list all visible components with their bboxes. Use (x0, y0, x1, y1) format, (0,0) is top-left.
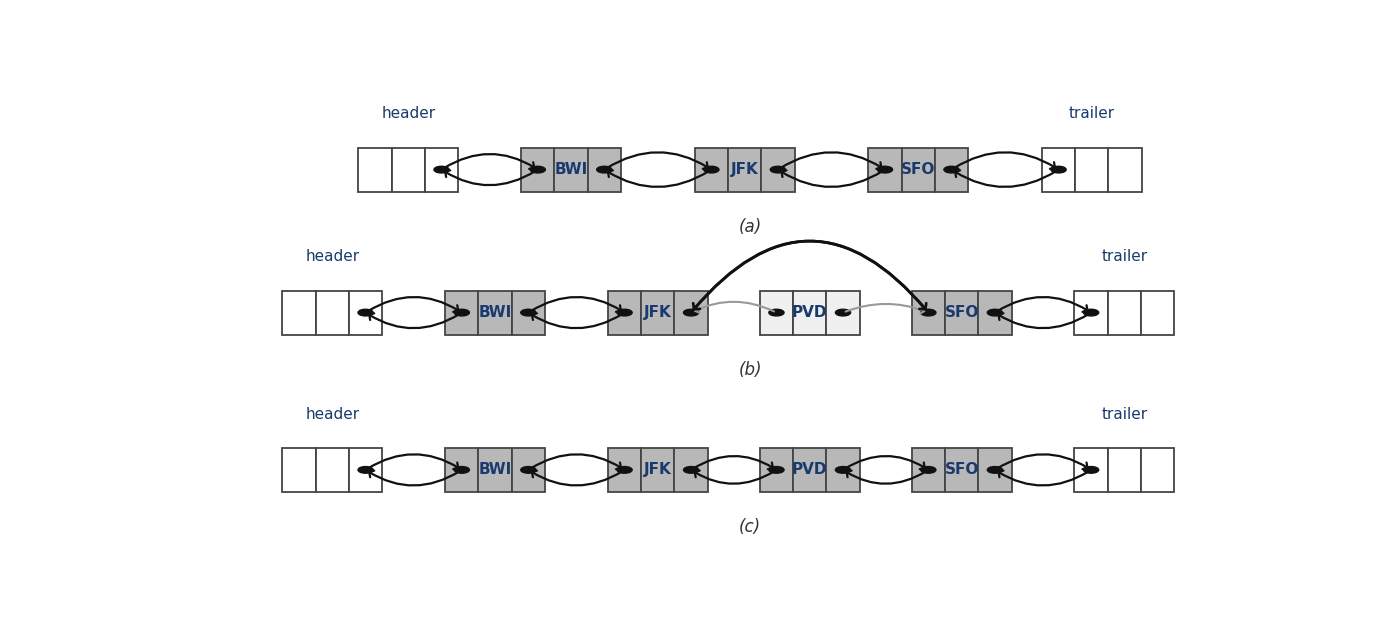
Bar (349, 448, 382, 492)
Circle shape (617, 467, 633, 473)
Text: PVD: PVD (792, 462, 827, 477)
Circle shape (770, 167, 785, 173)
Circle shape (596, 167, 612, 173)
Bar (945, 448, 979, 492)
Bar (349, 291, 382, 334)
Text: trailer: trailer (1102, 249, 1148, 264)
Bar (1141, 291, 1175, 334)
Text: (a): (a) (738, 218, 762, 236)
Bar (512, 291, 545, 334)
Text: header: header (305, 407, 360, 422)
Circle shape (987, 467, 1002, 473)
Text: (c): (c) (739, 518, 762, 536)
Text: SFO: SFO (945, 305, 979, 320)
Bar (283, 448, 315, 492)
Bar (588, 148, 622, 191)
Circle shape (921, 467, 937, 473)
Circle shape (769, 310, 784, 316)
Bar (826, 291, 860, 334)
Bar (608, 448, 641, 492)
Text: SFO: SFO (945, 462, 979, 477)
Bar (792, 448, 826, 492)
Bar (1109, 148, 1142, 191)
Bar (792, 291, 826, 334)
Circle shape (1084, 310, 1099, 316)
Circle shape (921, 310, 937, 316)
Bar (608, 291, 641, 334)
Bar (1075, 148, 1109, 191)
Bar (1107, 448, 1141, 492)
Bar (1042, 148, 1075, 191)
Bar (1141, 448, 1175, 492)
Text: JFK: JFK (644, 305, 672, 320)
Text: BWI: BWI (554, 162, 588, 177)
Text: BWI: BWI (479, 305, 512, 320)
Circle shape (987, 310, 1002, 316)
Text: header: header (305, 249, 360, 264)
Circle shape (704, 167, 720, 173)
Circle shape (454, 310, 469, 316)
Circle shape (358, 467, 374, 473)
Circle shape (617, 310, 633, 316)
Bar (1107, 291, 1141, 334)
Text: trailer: trailer (1102, 407, 1148, 422)
Circle shape (521, 467, 536, 473)
Text: JFK: JFK (731, 162, 759, 177)
Bar (911, 291, 945, 334)
Circle shape (521, 310, 536, 316)
Bar (521, 148, 554, 191)
Bar (902, 148, 935, 191)
Text: BWI: BWI (479, 462, 512, 477)
Bar (675, 291, 708, 334)
Bar (760, 291, 792, 334)
Circle shape (683, 467, 699, 473)
Bar (283, 291, 315, 334)
Text: header: header (381, 106, 435, 121)
Bar (868, 148, 902, 191)
Circle shape (683, 310, 699, 316)
Bar (728, 148, 762, 191)
Bar (392, 148, 426, 191)
Bar (911, 448, 945, 492)
Text: (b): (b) (738, 361, 762, 379)
Bar (641, 291, 675, 334)
Bar (675, 448, 708, 492)
Bar (426, 148, 458, 191)
Bar (641, 448, 675, 492)
Bar (945, 291, 979, 334)
Bar (445, 448, 479, 492)
Bar (315, 291, 349, 334)
Bar (445, 291, 479, 334)
Bar (479, 291, 512, 334)
Bar (760, 448, 792, 492)
Bar (935, 148, 969, 191)
Circle shape (434, 167, 449, 173)
Circle shape (944, 167, 959, 173)
Bar (358, 148, 392, 191)
Bar (979, 448, 1012, 492)
Bar (554, 148, 588, 191)
Circle shape (878, 167, 893, 173)
Circle shape (531, 167, 546, 173)
Bar (479, 448, 512, 492)
Bar (315, 448, 349, 492)
Bar (979, 291, 1012, 334)
Circle shape (1084, 467, 1099, 473)
Circle shape (836, 310, 851, 316)
Circle shape (454, 467, 469, 473)
Text: PVD: PVD (792, 305, 827, 320)
Bar (762, 148, 795, 191)
Text: SFO: SFO (902, 162, 935, 177)
Bar (512, 448, 545, 492)
Bar (1074, 448, 1107, 492)
Bar (694, 148, 728, 191)
Bar (1074, 291, 1107, 334)
Circle shape (836, 467, 851, 473)
Circle shape (1051, 167, 1067, 173)
Text: trailer: trailer (1068, 106, 1114, 121)
Circle shape (769, 467, 784, 473)
Text: JFK: JFK (644, 462, 672, 477)
Circle shape (358, 310, 374, 316)
Bar (826, 448, 860, 492)
